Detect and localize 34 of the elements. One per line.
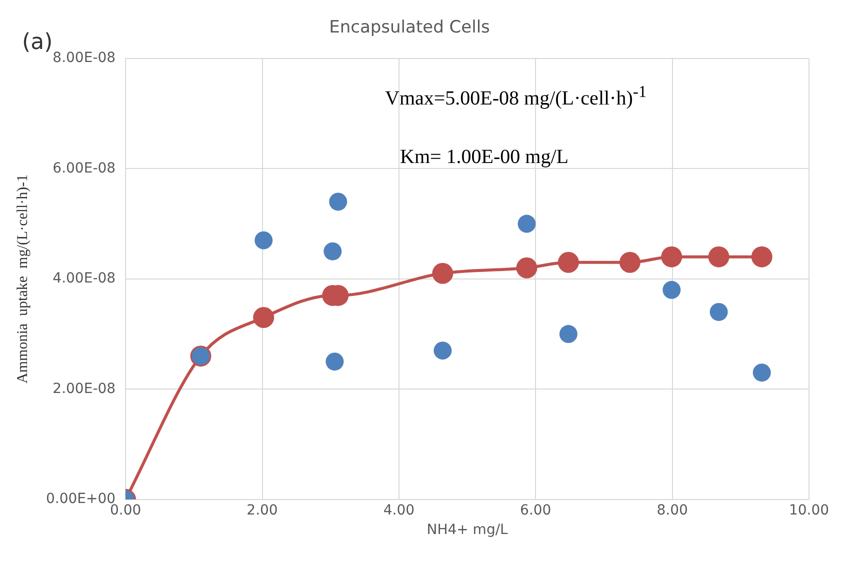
point	[324, 242, 342, 260]
x-axis-title: NH4+ mg/L	[426, 522, 508, 538]
point	[752, 364, 771, 382]
y-axis-title: Ammonia uptake mg/(L·cell·h)-1	[14, 174, 31, 384]
x-tick-label: 10.00	[788, 502, 830, 518]
x-tick-label: 0.00	[110, 502, 142, 518]
point	[710, 302, 728, 321]
point	[254, 231, 273, 250]
x-tick-label: 4.00	[383, 502, 415, 518]
x-tick-label: 8.00	[656, 502, 688, 518]
point	[253, 306, 274, 328]
point	[619, 252, 640, 273]
point	[432, 262, 454, 284]
point	[751, 246, 772, 268]
text: (a)	[22, 30, 53, 55]
y-tick-label: 8.00E-08	[52, 50, 116, 66]
annotation: Km= 1.00E-00 mg/L	[400, 146, 568, 169]
y-tick-label: 6.00E-08	[52, 160, 116, 176]
annotation: Vmax=5.00E-08 mg/(L·cell·h)$^{-1}$	[385, 82, 647, 111]
point	[708, 246, 730, 268]
point	[326, 352, 344, 371]
point	[434, 342, 452, 360]
chart-title: Encapsulated Cells	[329, 18, 490, 38]
point	[329, 192, 348, 211]
point	[662, 280, 681, 299]
x-tick-label: 6.00	[520, 502, 552, 518]
point	[516, 257, 538, 278]
point	[518, 214, 536, 233]
x-tick-label: 2.00	[246, 502, 278, 518]
point	[558, 252, 579, 273]
y-tick-label: 2.00E-08	[52, 380, 116, 397]
y-tick-label: 4.00E-08	[52, 270, 116, 287]
point	[559, 325, 578, 344]
point	[661, 246, 682, 268]
